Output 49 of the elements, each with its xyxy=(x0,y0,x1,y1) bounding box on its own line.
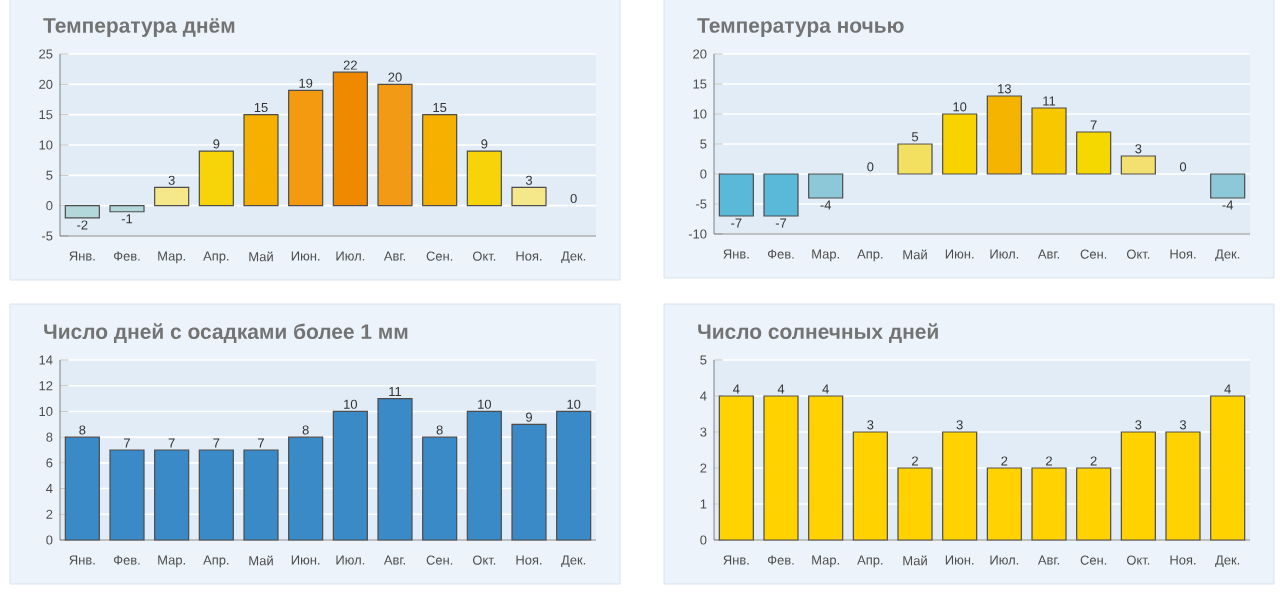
chart-title: Число солнечных дней xyxy=(698,323,938,343)
bar xyxy=(942,431,978,541)
bar xyxy=(1210,395,1246,541)
bar xyxy=(154,449,190,541)
bar xyxy=(466,150,502,207)
bar xyxy=(198,449,234,541)
bar xyxy=(718,395,754,541)
bar xyxy=(808,173,844,199)
bar xyxy=(109,449,145,541)
bar xyxy=(154,186,190,207)
chart-title: Число дней с осадками более 1 мм xyxy=(44,323,408,343)
bar xyxy=(243,449,279,541)
bar xyxy=(64,205,100,219)
bar xyxy=(422,436,458,541)
bar xyxy=(1031,467,1067,541)
bar xyxy=(986,467,1022,541)
bar xyxy=(942,113,978,175)
bar xyxy=(1165,431,1201,541)
bar xyxy=(243,114,279,207)
bar xyxy=(466,410,502,541)
bar xyxy=(718,173,754,217)
bar xyxy=(332,410,368,541)
bar xyxy=(1210,173,1246,199)
bar xyxy=(808,395,844,541)
bar xyxy=(288,436,324,541)
bar xyxy=(332,71,368,207)
bar xyxy=(422,114,458,207)
bar xyxy=(556,410,592,541)
bar xyxy=(1120,431,1156,541)
bar xyxy=(511,423,547,541)
bar xyxy=(109,205,145,213)
bar xyxy=(288,89,324,207)
bar xyxy=(511,186,547,207)
bar xyxy=(198,150,234,207)
bar xyxy=(986,95,1022,175)
chart-title: Температура ночью xyxy=(697,18,904,37)
bar xyxy=(1031,107,1067,175)
bar xyxy=(897,143,933,175)
bar xyxy=(852,431,888,541)
bar xyxy=(1120,155,1156,175)
bar xyxy=(64,436,100,541)
bar xyxy=(1076,131,1112,175)
chart-title: Температура днём xyxy=(43,18,235,37)
bar xyxy=(763,395,799,541)
bar xyxy=(377,83,413,207)
bar xyxy=(763,173,799,217)
bar xyxy=(377,397,413,541)
bar xyxy=(897,467,933,541)
bar xyxy=(1076,467,1112,541)
